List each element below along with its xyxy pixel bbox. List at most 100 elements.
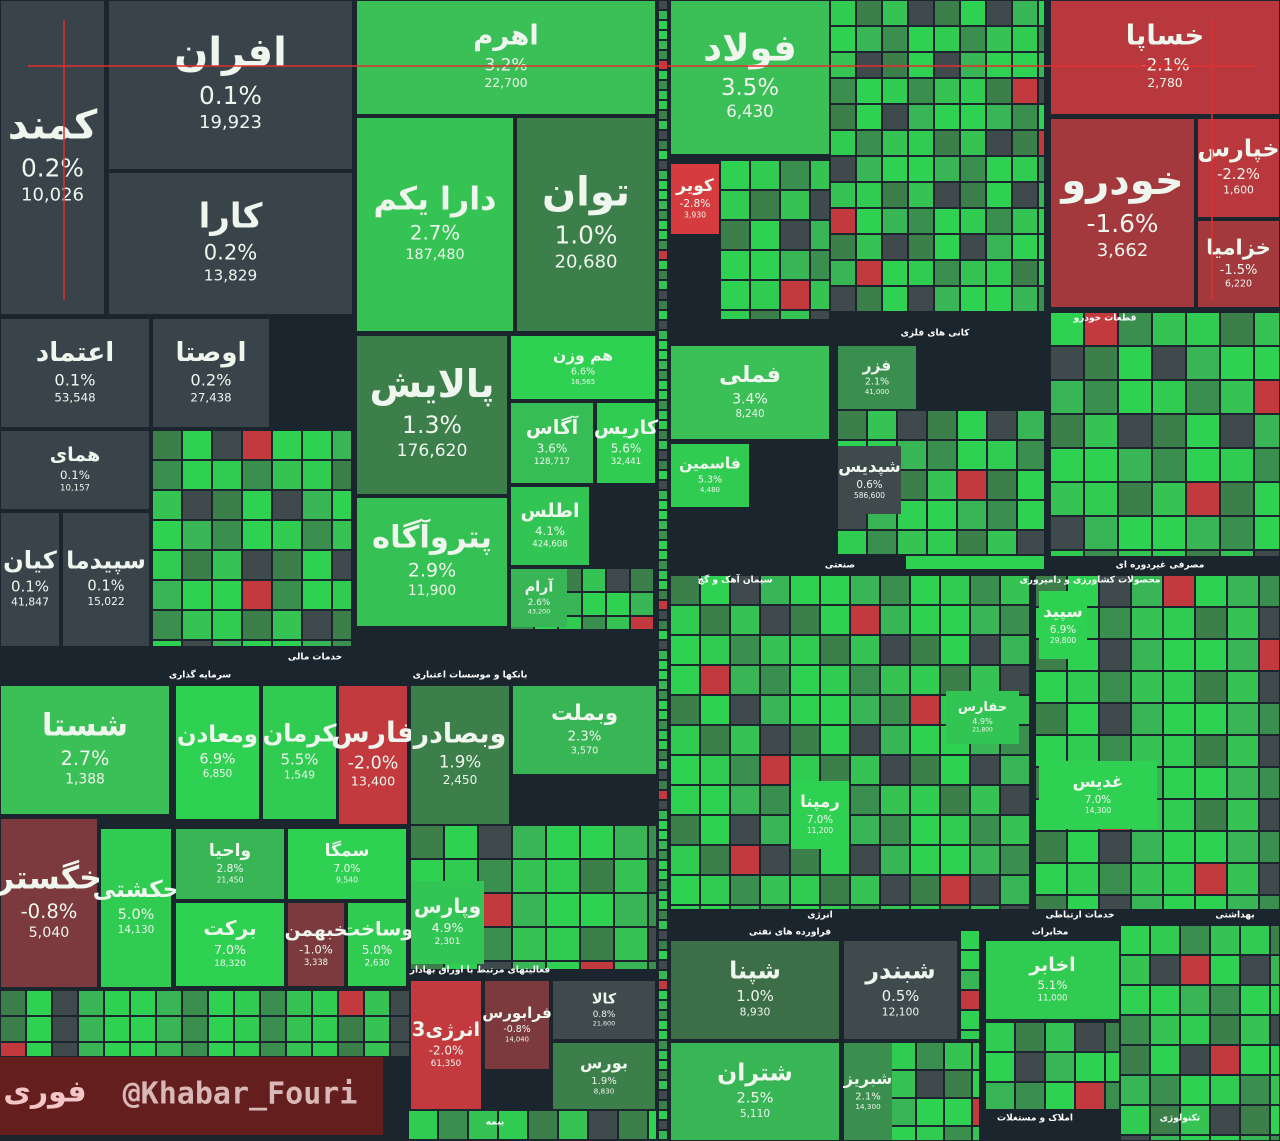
tile-change: 2.1% (865, 377, 889, 388)
tile-change: 0.1% (54, 370, 95, 389)
minor-tile (1271, 1106, 1279, 1134)
minor-tile (1018, 471, 1044, 499)
minor-tile (1153, 449, 1185, 481)
minor-tile (751, 221, 779, 249)
minor-tile (791, 846, 819, 874)
minor-tile (811, 191, 829, 219)
minor-tile (941, 606, 969, 634)
tile (671, 164, 719, 234)
tile (357, 498, 507, 626)
minor-tile (615, 962, 647, 969)
tile-name: ومعادن (177, 722, 258, 748)
minor-tile (961, 53, 985, 77)
tile-value: 61,350 (431, 1059, 461, 1069)
tile-name: وبصادر (412, 718, 507, 749)
minor-tile (909, 287, 933, 311)
minor-tile (1211, 1046, 1239, 1074)
minor-tile (898, 471, 926, 499)
minor-tile (213, 551, 241, 579)
minor-tile (1039, 27, 1044, 51)
minor-tile (1211, 1106, 1239, 1134)
minor-tile (659, 711, 667, 719)
minor-tile (961, 131, 985, 155)
minor-tile (153, 431, 181, 459)
minor-tile (607, 617, 629, 629)
minor-tile (615, 860, 647, 892)
minor-tile (1196, 576, 1226, 606)
minor-tile (1153, 483, 1185, 515)
minor-tile (209, 1043, 233, 1056)
sector-label: مصرفی غیردوره ای (1116, 561, 1205, 571)
minor-tile (881, 756, 909, 784)
minor-tile (761, 906, 789, 909)
minor-tile (831, 287, 855, 311)
tile (357, 1, 655, 114)
tile-change: 0.2% (21, 154, 84, 183)
minor-tile (857, 235, 881, 259)
minor-tile (961, 27, 985, 51)
minor-tile (607, 569, 629, 591)
tile-change: 7.0% (807, 814, 833, 826)
minor-tile (881, 906, 909, 909)
minor-tile (857, 79, 881, 103)
minor-tile (1228, 704, 1258, 734)
minor-tile (928, 531, 956, 554)
tile-change: 5.0% (362, 943, 393, 957)
sector-label: خدمات ارتباطی (1045, 911, 1114, 921)
minor-tile (1221, 415, 1253, 447)
tile-name: اهرم (473, 20, 538, 51)
minor-tile (1181, 1106, 1209, 1134)
minor-tile (1039, 131, 1044, 155)
tile-change: 0.2% (190, 370, 231, 389)
minor-tile (821, 606, 849, 634)
minor-tile (701, 696, 729, 724)
minor-tile (105, 991, 129, 1015)
minor-tile (909, 157, 933, 181)
tile-name: خساپا (1126, 20, 1204, 51)
minor-tile (153, 461, 181, 489)
tile (357, 336, 507, 494)
minor-tile (365, 1017, 389, 1041)
tile-name: شتران (717, 1058, 793, 1086)
minor-tile (659, 211, 667, 219)
minor-tile (821, 576, 849, 604)
minor-tile (671, 786, 699, 814)
minor-tile (1016, 1083, 1044, 1109)
tile (597, 403, 655, 483)
minor-tile (889, 1043, 915, 1069)
minor-tile (659, 801, 667, 809)
tile-value: 424,608 (532, 540, 567, 550)
tile (986, 941, 1119, 1019)
minor-tile (1255, 551, 1279, 556)
minor-tile (821, 756, 849, 784)
tile-change: 1.3% (402, 411, 462, 439)
minor-tile (303, 641, 331, 646)
minor-tile (909, 209, 933, 233)
minor-tile (1260, 800, 1279, 830)
sector-label: سیمان آهک و گچ (698, 574, 773, 586)
minor-tile (659, 421, 667, 429)
minor-tile (313, 991, 337, 1015)
tile-value: 3,662 (1097, 240, 1149, 261)
minor-tile (1119, 313, 1151, 345)
minor-tile (1255, 415, 1279, 447)
minor-tile (731, 756, 759, 784)
tile-value: 8,930 (740, 1006, 771, 1019)
minor-tile (479, 962, 511, 969)
minor-tile (1221, 551, 1253, 556)
minor-tile (987, 131, 1011, 155)
minor-tile (1051, 381, 1083, 413)
tile-change: 2.7% (410, 222, 460, 245)
minor-tile (761, 846, 789, 874)
watermark: فوری @Khabar_Fouri (0, 1057, 383, 1135)
minor-tile (615, 894, 647, 926)
minor-tile (1018, 501, 1044, 529)
minor-tile (607, 593, 629, 615)
minor-tile (671, 696, 699, 724)
tile-name: فزر (862, 356, 892, 374)
minor-tile (1164, 832, 1194, 862)
minor-tile (659, 641, 667, 649)
minor-tile (659, 331, 667, 339)
minor-tile (1151, 1016, 1179, 1044)
minor-tile (1164, 896, 1194, 909)
